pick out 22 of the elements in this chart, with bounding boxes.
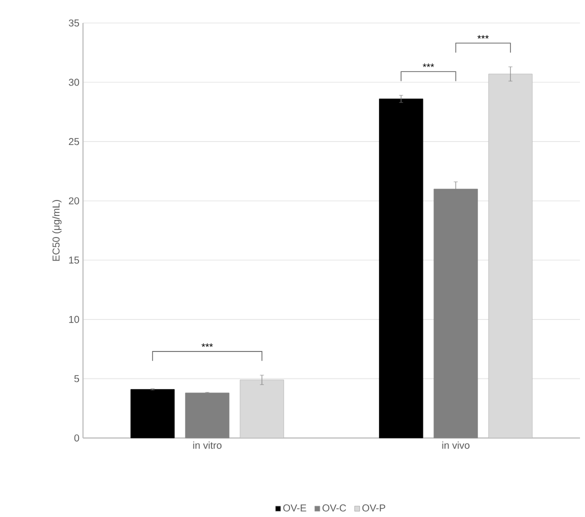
y-axis-title: EC50 (μg/mL) bbox=[52, 200, 62, 261]
legend-label: OV-P bbox=[362, 504, 386, 512]
legend-label: OV-E bbox=[283, 504, 306, 512]
y-tick-label: 30 bbox=[68, 78, 80, 86]
bar bbox=[240, 380, 284, 438]
y-tick-label: 20 bbox=[68, 197, 80, 204]
x-tick-label: in vivo bbox=[442, 442, 470, 449]
annotation: *** bbox=[477, 35, 489, 39]
annotation: *** bbox=[422, 64, 434, 68]
y-tick-label: 25 bbox=[68, 138, 80, 146]
bar bbox=[488, 74, 532, 438]
y-tick-label: 35 bbox=[68, 20, 80, 27]
bar bbox=[379, 98, 424, 438]
y-tick-label: 15 bbox=[69, 256, 80, 264]
bar bbox=[185, 392, 230, 438]
annotation: *** bbox=[202, 343, 213, 347]
bar bbox=[130, 389, 175, 438]
y-tick-label: 10 bbox=[69, 316, 80, 324]
x-tick-label: in vitro bbox=[193, 442, 222, 449]
legend-label: OV-C bbox=[322, 504, 346, 512]
y-tick-label: 0 bbox=[74, 434, 80, 442]
y-tick-label: 5 bbox=[74, 375, 80, 382]
